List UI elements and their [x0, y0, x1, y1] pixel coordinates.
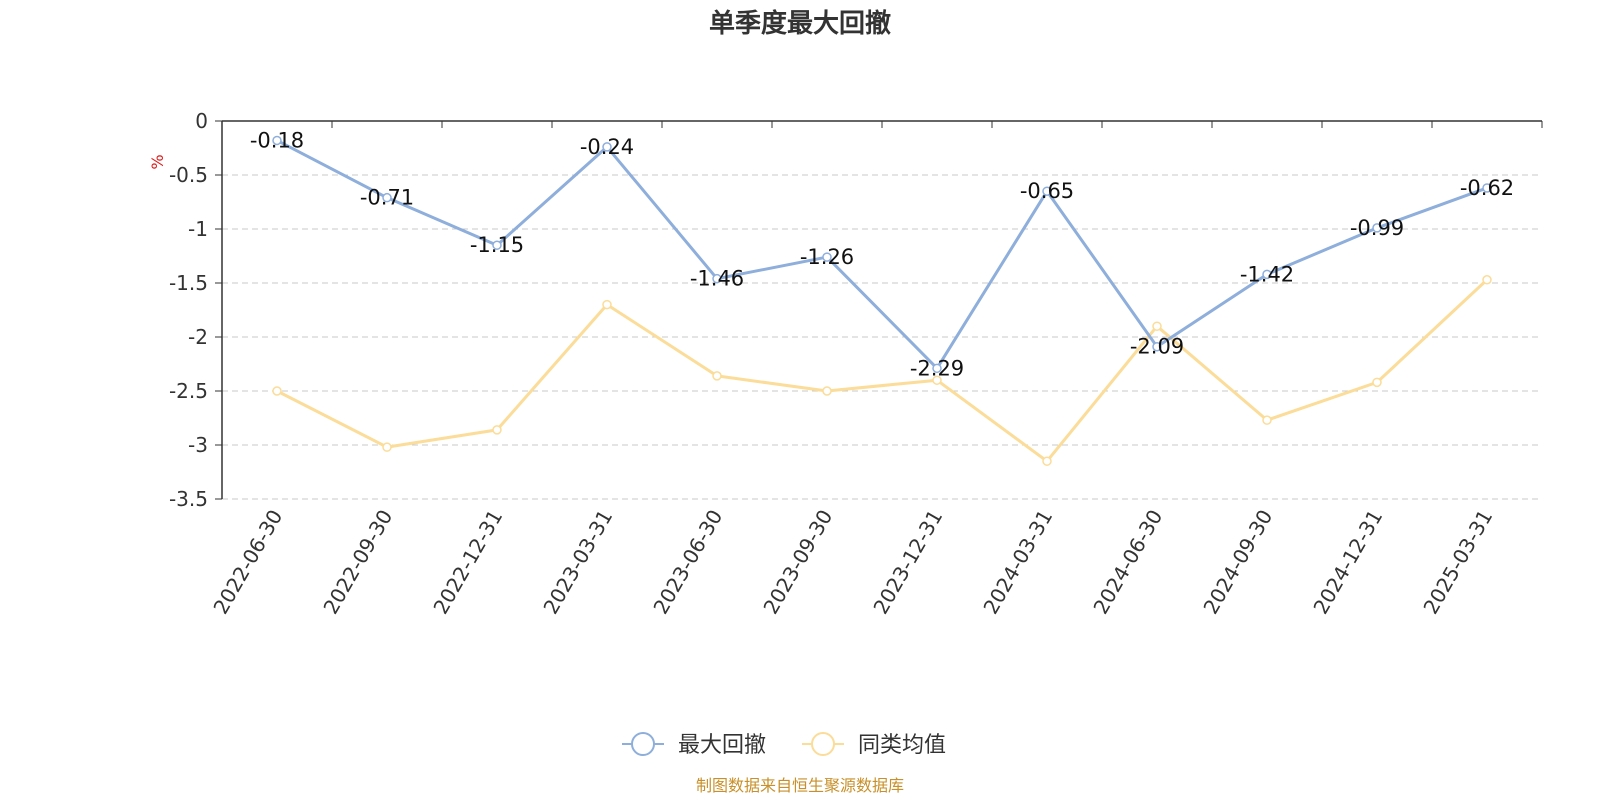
data-label: -1.42 [1240, 262, 1294, 286]
data-label: -2.29 [910, 356, 964, 380]
x-tick-label: 2024-09-30 [1198, 506, 1277, 619]
legend-item-peer-average[interactable]: 同类均值 [802, 732, 946, 758]
x-tick-label: 2024-06-30 [1088, 506, 1167, 619]
x-tick-label: 2023-12-31 [868, 506, 947, 619]
data-label: -0.71 [360, 186, 414, 210]
data-label: -1.46 [690, 267, 744, 291]
data-label: -0.24 [580, 135, 634, 159]
data-point [382, 442, 392, 452]
y-tick-label: -3.5 [169, 487, 208, 511]
data-point [602, 142, 612, 152]
data-point [1262, 415, 1272, 425]
series-line [276, 278, 1489, 463]
data-point [822, 386, 832, 396]
data-source-note: 制图数据来自恒生聚源数据库 [696, 776, 904, 795]
y-tick-label: -3 [188, 433, 208, 457]
chart-title: 单季度最大回撤 [709, 8, 891, 39]
data-point [492, 240, 502, 250]
legend-label: 最大回撤 [678, 733, 766, 758]
y-tick-label: 0 [195, 109, 208, 133]
data-point [932, 363, 942, 374]
grid-lines [222, 174, 1542, 500]
data-label: -0.62 [1460, 176, 1514, 200]
data-point [492, 425, 502, 435]
data-point [1042, 456, 1052, 466]
data-point [1152, 341, 1162, 352]
data-label: -2.09 [1130, 335, 1184, 359]
data-label: -0.65 [1020, 179, 1074, 203]
data-point [272, 386, 282, 396]
x-tick-label: 2024-03-31 [978, 506, 1057, 619]
data-point [1372, 377, 1382, 388]
x-tick-label: 2022-06-30 [208, 506, 287, 619]
y-axis-ticks: 0 -0.5 -1 -1.5 -2 -2.5 -3 -3.5 [169, 109, 222, 511]
y-tick-label: -2.5 [169, 379, 208, 403]
series-peer-average [272, 275, 1492, 466]
data-point [1152, 321, 1162, 331]
y-tick-label: -2 [188, 325, 208, 349]
legend-label: 同类均值 [858, 733, 946, 758]
x-tick-label: 2022-12-31 [428, 506, 507, 619]
x-tick-label: 2023-03-31 [538, 506, 617, 619]
data-label: -1.15 [470, 233, 524, 257]
data-point [1262, 269, 1272, 280]
series-line [276, 139, 1488, 370]
legend[interactable]: 最大回撤 同类均值 [622, 732, 946, 758]
data-point [1482, 275, 1492, 285]
data-label: -1.26 [800, 245, 854, 269]
y-tick-label: -1 [188, 217, 208, 241]
y-axis-unit: % [148, 154, 167, 169]
data-point [932, 375, 942, 385]
x-tick-label: 2023-06-30 [648, 506, 727, 619]
x-tick-label: 2023-09-30 [758, 506, 837, 619]
data-point [1372, 223, 1382, 233]
data-point [1482, 183, 1492, 193]
data-point [712, 273, 722, 284]
data-point [602, 299, 612, 310]
x-tick-label: 2025-03-31 [1418, 506, 1497, 619]
legend-marker [631, 732, 655, 756]
data-point [1042, 186, 1052, 196]
data-point [272, 135, 282, 146]
series-layer [272, 135, 1492, 466]
y-tick-label: -1.5 [169, 271, 208, 295]
data-label: -0.18 [250, 128, 304, 152]
data-labels: -0.18 -0.71 -1.15 -0.24 -1.46 -1.26 -2.29 -0.65… [250, 128, 1514, 380]
y-tick-label: -0.5 [169, 163, 208, 187]
x-tick-label: 2024-12-31 [1308, 506, 1387, 619]
data-point [822, 252, 832, 262]
data-point [712, 371, 722, 381]
data-label: -0.99 [1350, 216, 1404, 240]
data-point [382, 192, 392, 203]
series-max-drawdown [272, 135, 1492, 374]
legend-marker [811, 732, 835, 756]
x-tick-label: 2022-09-30 [318, 506, 397, 619]
legend-item-max-drawdown[interactable]: 最大回撤 [622, 732, 766, 758]
